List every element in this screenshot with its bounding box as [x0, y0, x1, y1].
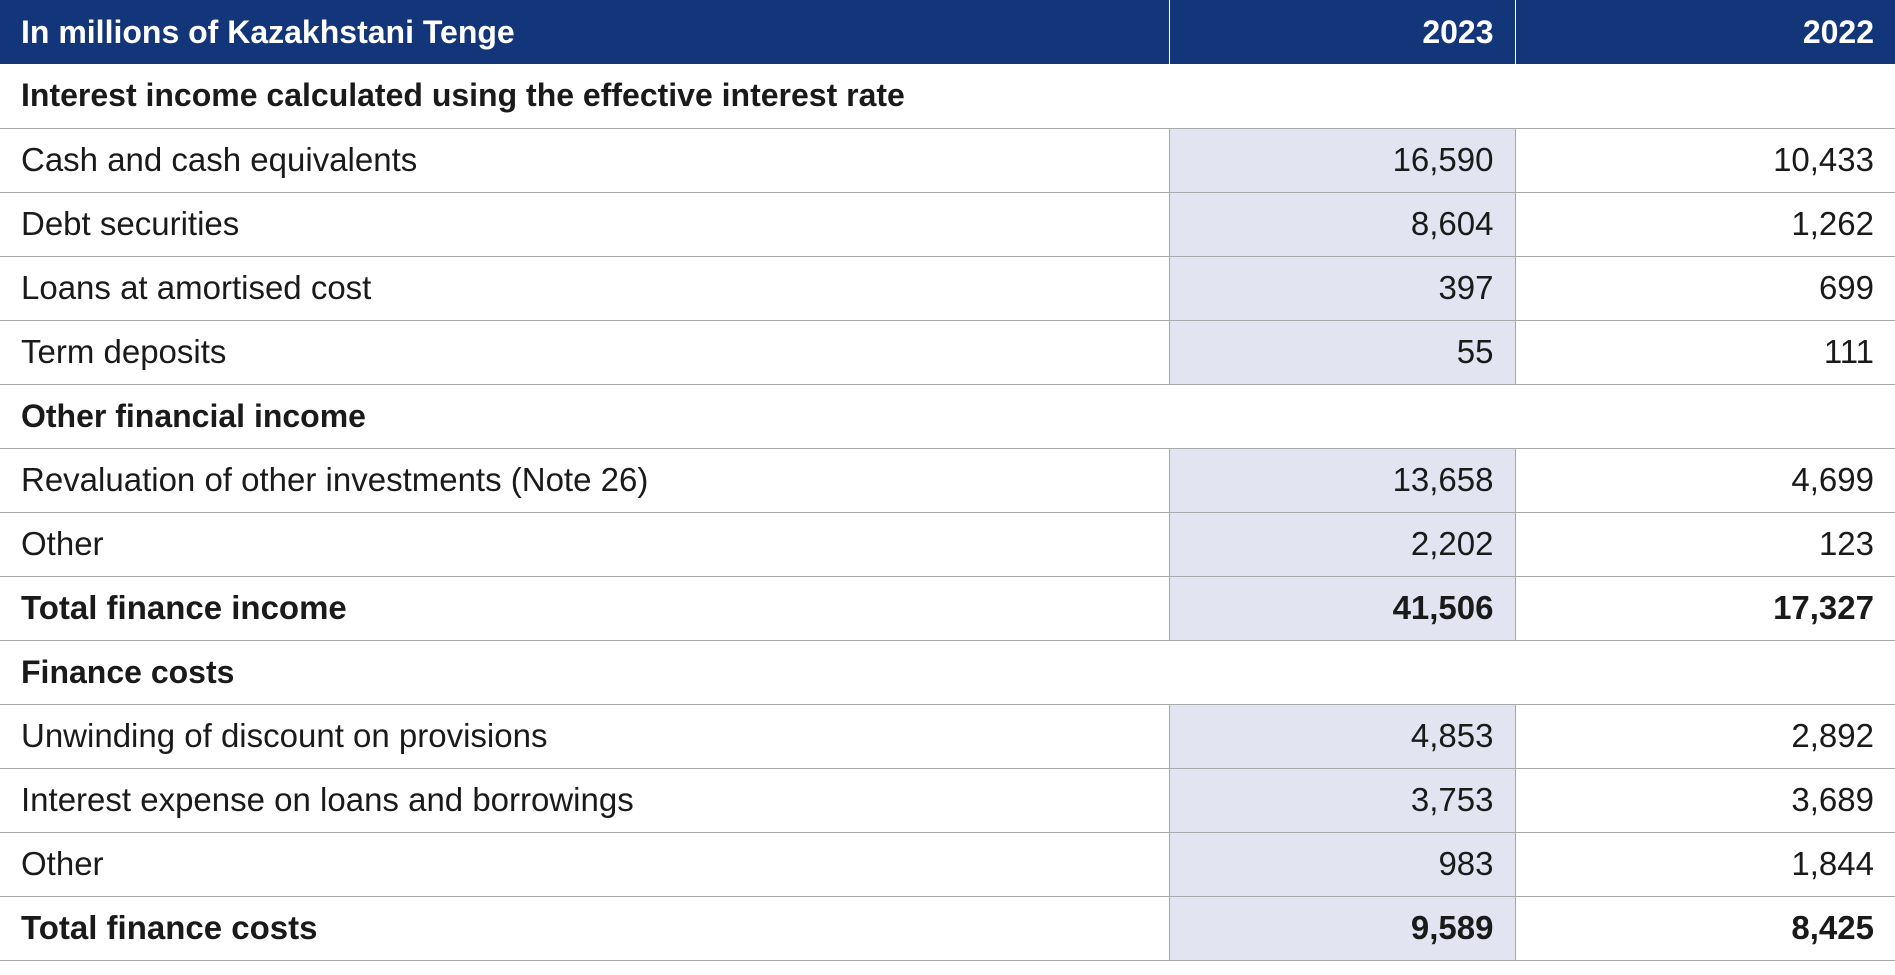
value-2022: 4,699	[1515, 448, 1895, 513]
row-label: Other	[0, 832, 1169, 897]
row-label: Total finance income	[0, 576, 1169, 641]
total-row-finance-income: Total finance income 41,506 17,327	[0, 576, 1895, 641]
section-label: Finance costs	[0, 640, 1895, 705]
table-row: Revaluation of other investments (Note 2…	[0, 448, 1895, 513]
header-year-2022: 2022	[1514, 0, 1895, 64]
header-units-label: In millions of Kazakhstani Tenge	[0, 0, 1169, 64]
value-2022: 10,433	[1515, 128, 1895, 193]
row-label: Total finance costs	[0, 896, 1169, 961]
section-row-other-financial-income: Other financial income	[0, 384, 1895, 449]
value-2022: 17,327	[1515, 576, 1895, 641]
row-label: Interest expense on loans and borrowings	[0, 768, 1169, 833]
header-year-2023: 2023	[1168, 0, 1515, 64]
value-2022: 123	[1515, 512, 1895, 577]
row-label: Cash and cash equivalents	[0, 128, 1169, 193]
value-2022: 3,689	[1515, 768, 1895, 833]
section-label: Interest income calculated using the eff…	[0, 64, 1895, 129]
table-row: Cash and cash equivalents 16,590 10,433	[0, 128, 1895, 193]
table-row: Term deposits 55 111	[0, 320, 1895, 385]
value-2023: 13,658	[1168, 448, 1516, 513]
table-row: Interest expense on loans and borrowings…	[0, 768, 1895, 833]
table-header-row: In millions of Kazakhstani Tenge 2023 20…	[0, 0, 1895, 64]
table-row: Loans at amortised cost 397 699	[0, 256, 1895, 321]
row-label: Unwinding of discount on provisions	[0, 704, 1169, 769]
value-2022: 1,262	[1515, 192, 1895, 257]
value-2022: 2,892	[1515, 704, 1895, 769]
value-2022: 8,425	[1515, 896, 1895, 961]
table-row: Other 2,202 123	[0, 512, 1895, 577]
value-2023: 2,202	[1168, 512, 1516, 577]
value-2023: 16,590	[1168, 128, 1516, 193]
table-row: Debt securities 8,604 1,262	[0, 192, 1895, 257]
value-2023: 55	[1168, 320, 1516, 385]
value-2022: 699	[1515, 256, 1895, 321]
value-2022: 1,844	[1515, 832, 1895, 897]
value-2023: 983	[1168, 832, 1516, 897]
row-label: Term deposits	[0, 320, 1169, 385]
value-2023: 3,753	[1168, 768, 1516, 833]
value-2023: 397	[1168, 256, 1516, 321]
value-2023: 9,589	[1168, 896, 1516, 961]
section-label: Other financial income	[0, 384, 1895, 449]
value-2022: 111	[1515, 320, 1895, 385]
section-row-finance-costs: Finance costs	[0, 640, 1895, 705]
row-label: Revaluation of other investments (Note 2…	[0, 448, 1169, 513]
row-label: Other	[0, 512, 1169, 577]
section-row-interest-income: Interest income calculated using the eff…	[0, 64, 1895, 129]
total-row-finance-costs: Total finance costs 9,589 8,425	[0, 896, 1895, 961]
row-label: Debt securities	[0, 192, 1169, 257]
value-2023: 8,604	[1168, 192, 1516, 257]
value-2023: 41,506	[1168, 576, 1516, 641]
table-row: Other 983 1,844	[0, 832, 1895, 897]
value-2023: 4,853	[1168, 704, 1516, 769]
table-row: Unwinding of discount on provisions 4,85…	[0, 704, 1895, 769]
row-label: Loans at amortised cost	[0, 256, 1169, 321]
